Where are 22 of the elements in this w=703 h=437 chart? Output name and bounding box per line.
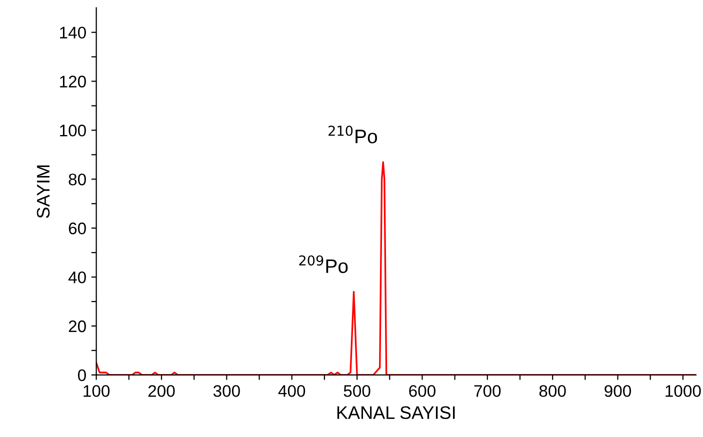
x-tick-label: 800 [539, 385, 566, 397]
x-tick-label: 700 [474, 385, 501, 397]
x-axis-title: KANAL SAYISI [337, 406, 455, 420]
x-tick-label: 300 [213, 385, 240, 397]
y-tick-label: 100 [60, 124, 86, 136]
y-tick-label: 20 [68, 320, 86, 332]
annotation: $^{210}$Po [328, 126, 377, 144]
y-tick-label: 0 [78, 369, 86, 382]
x-tick-label: 200 [148, 385, 175, 397]
y-tick-label: 80 [68, 174, 86, 186]
y-tick-label: 40 [68, 271, 86, 284]
y-tick-label: 120 [60, 76, 86, 88]
x-tick-label: 100 [84, 385, 110, 397]
x-tick-label: 500 [344, 385, 370, 397]
x-tick-label: 400 [278, 385, 306, 397]
y-axis-title: SAYIM [36, 165, 50, 218]
x-tick-label: 900 [604, 385, 632, 397]
x-tick-label: 600 [409, 385, 436, 397]
y-tick-label: 60 [68, 222, 86, 234]
annotation: $^{209}$Po [299, 255, 348, 274]
x-tick-label: 1000 [666, 385, 701, 397]
y-tick-label: 140 [60, 26, 86, 39]
